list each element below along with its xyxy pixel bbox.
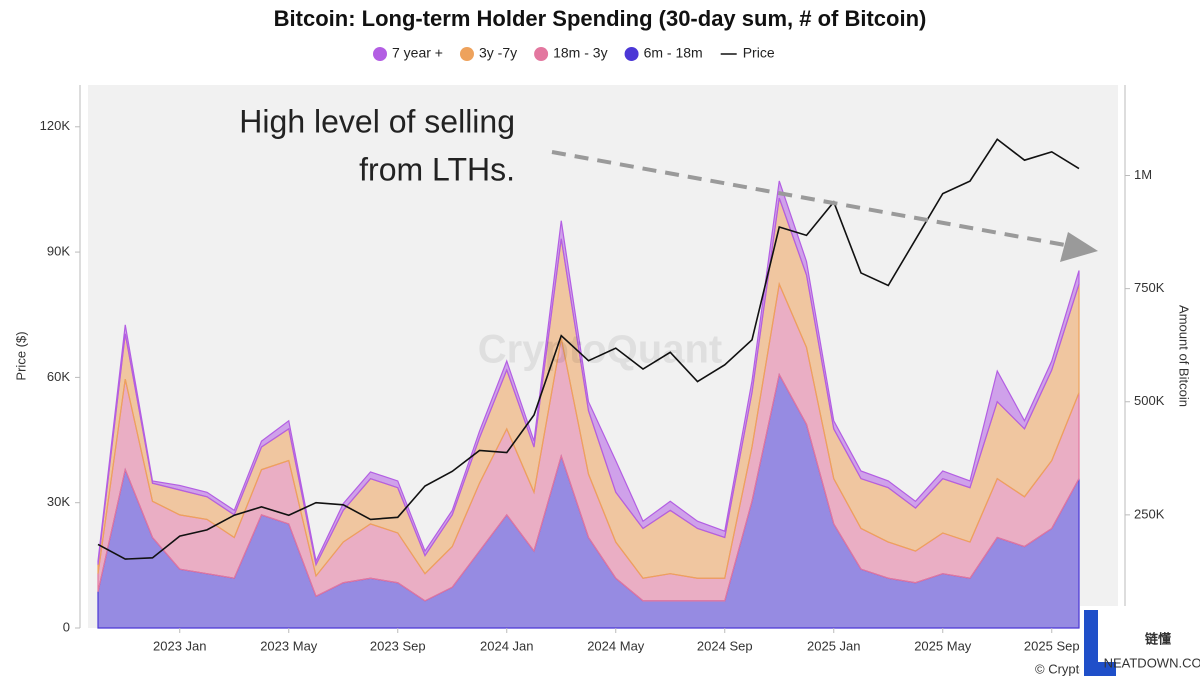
y-tick-label: 0	[63, 619, 70, 634]
area	[97, 180, 1080, 567]
logo-subtext: NEATDOWN.COM	[1104, 655, 1200, 670]
logo-text: 链懂	[1144, 631, 1171, 646]
y2-tick-label: 1M	[1134, 167, 1152, 182]
annotation-line: from LTHs.	[359, 151, 515, 187]
y-tick-label: 30K	[47, 494, 70, 509]
y2-tick-label: 250K	[1134, 506, 1165, 521]
legend: 7 year + 3y -7y 18m - 3y 6m - 18m Price	[373, 45, 775, 61]
x-tick-label: 2024 Jan	[480, 638, 534, 653]
legend-label: 3y -7y	[479, 45, 517, 61]
y-tick-label: 60K	[47, 369, 70, 384]
x-tick-label: 2023 May	[260, 638, 318, 653]
y2-tick-label: 500K	[1134, 393, 1165, 408]
x-tick-label: 2024 May	[587, 638, 645, 653]
legend-swatch	[373, 47, 387, 61]
watermark: CryptoQuant	[478, 328, 722, 372]
legend-label: 6m - 18m	[644, 45, 703, 61]
logo-mark	[1084, 610, 1116, 676]
x-tick-label: 2023 Sep	[370, 638, 426, 653]
plot-area	[97, 138, 1080, 629]
x-tick-label: 2023 Jan	[153, 638, 207, 653]
trend-arrow	[551, 150, 1066, 247]
x-tick-label: 2024 Sep	[697, 638, 753, 653]
y-axis-label: Price ($)	[13, 331, 28, 380]
legend-swatch	[534, 47, 549, 61]
legend-swatch	[624, 47, 639, 61]
x-tick-label: 2025 May	[914, 638, 972, 653]
y2-tick-label: 750K	[1134, 280, 1165, 295]
y-tick-label: 90K	[47, 244, 70, 259]
legend-label: 7 year +	[392, 45, 443, 61]
legend-swatch	[459, 47, 474, 61]
y-tick-label: 120K	[40, 118, 71, 133]
annotation-line: High level of selling	[239, 103, 515, 139]
x-tick-label: 2025 Jan	[807, 638, 861, 653]
legend-label: 18m - 3y	[553, 45, 607, 61]
price-line	[97, 138, 1080, 560]
arrow-head	[1060, 232, 1098, 262]
y2-axis-label: Amount of Bitcoin	[1177, 305, 1192, 407]
legend-label: Price	[743, 45, 775, 61]
x-tick-label: 2025 Sep	[1024, 638, 1080, 653]
chart-title: Bitcoin: Long-term Holder Spending (30-d…	[274, 6, 927, 31]
